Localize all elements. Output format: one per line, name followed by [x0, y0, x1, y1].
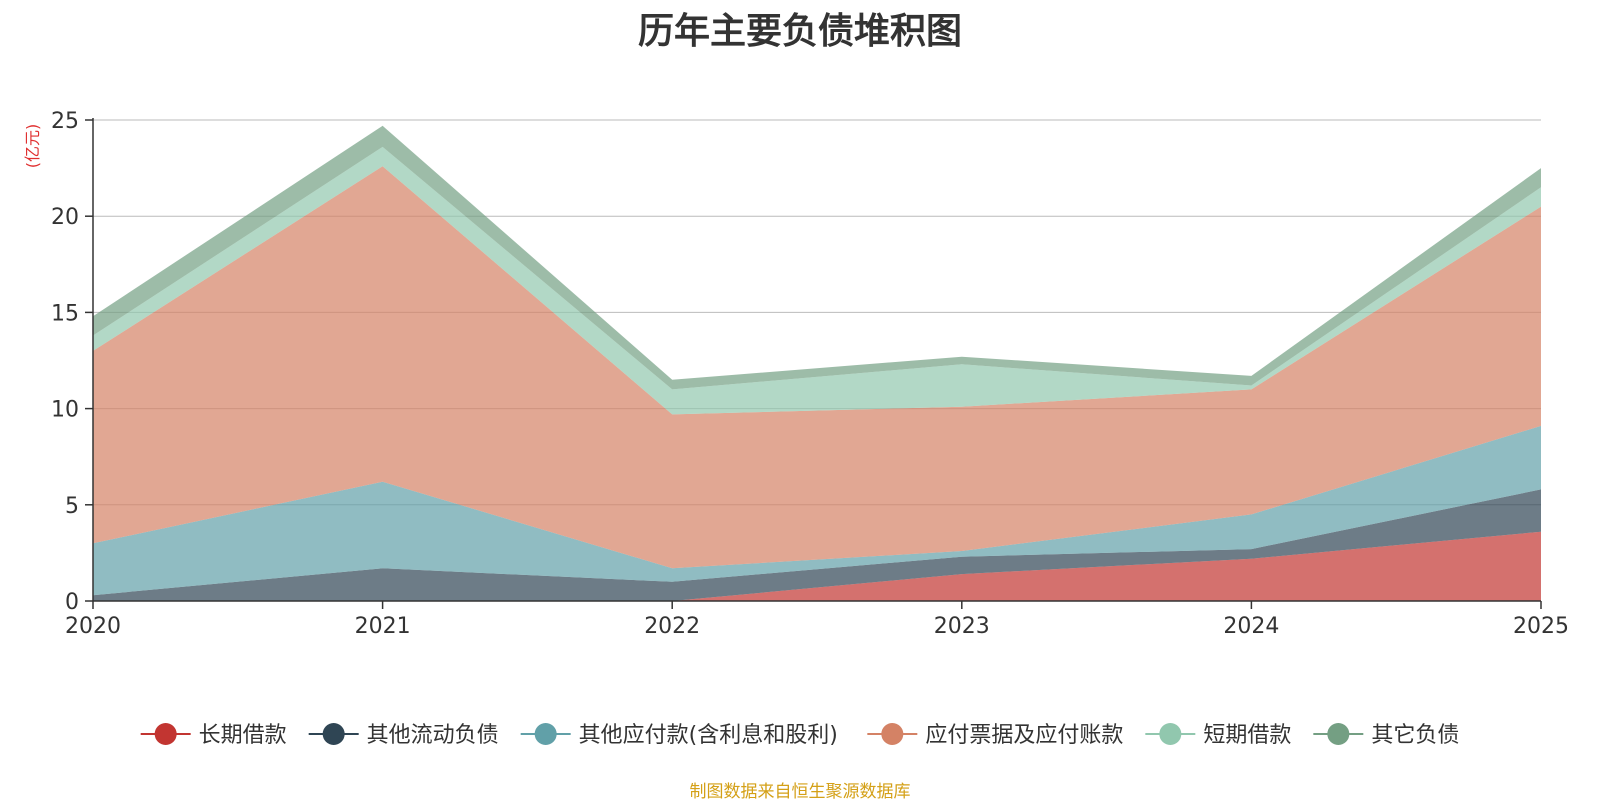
legend-label: 其他应付款(含利息和股利)	[579, 723, 838, 748]
x-tick-label-2020: 2020	[65, 614, 121, 639]
legend-label: 长期借款	[199, 723, 287, 748]
legend-item-3: 其他应付款(含利息和股利)	[520, 723, 838, 748]
y-tick-label-20: 20	[51, 205, 79, 230]
y-tick-label-5: 5	[65, 494, 79, 519]
legend: 长期借款 其他流动负债 其他应付款(含利息和股利) 应付票据及应付账款 短期借款 其它负债	[140, 723, 1459, 748]
legend-marker	[1327, 723, 1350, 745]
legend-label: 短期借款	[1203, 723, 1291, 748]
x-tick-label-2023: 2023	[934, 614, 990, 639]
legend-item-5: 短期借款	[1145, 723, 1291, 748]
x-tick-label-2024: 2024	[1223, 614, 1279, 639]
legend-marker	[322, 723, 345, 745]
legend-item-6: 其它负债	[1313, 723, 1459, 748]
y-axis-unit-label: (亿元)	[23, 124, 42, 169]
area-series-5	[93, 146, 1541, 415]
legend-marker	[154, 723, 177, 745]
legend-item-1: 长期借款	[140, 723, 287, 748]
legend-item-2: 其他流动负债	[308, 723, 499, 748]
area-series-1	[93, 531, 1541, 601]
area-series-3	[93, 425, 1541, 596]
area-series-6	[93, 125, 1541, 390]
area-series	[93, 125, 1541, 601]
x-tick-label-2021: 2021	[355, 614, 411, 639]
legend-marker	[1159, 723, 1182, 745]
legend-label: 其他流动负债	[367, 723, 499, 748]
y-tick-label-15: 15	[51, 301, 79, 326]
legend-label: 应付票据及应付账款	[925, 723, 1123, 748]
area-series-4	[93, 166, 1541, 569]
y-tick-label-25: 25	[51, 109, 79, 134]
y-tick-label-0: 0	[65, 590, 79, 615]
chart-title: 历年主要负债堆积图	[637, 11, 962, 52]
legend-marker	[881, 723, 904, 745]
legend-item-4: 应付票据及应付账款	[867, 723, 1123, 748]
x-tick-label-2022: 2022	[644, 614, 700, 639]
legend-label: 其它负债	[1371, 723, 1459, 748]
data-source-note: 制图数据来自恒生聚源数据库	[689, 782, 911, 802]
x-tick-label-2025: 2025	[1513, 614, 1569, 639]
legend-marker	[534, 723, 557, 745]
y-tick-label-10: 10	[51, 398, 79, 423]
area-series-2	[93, 489, 1541, 601]
